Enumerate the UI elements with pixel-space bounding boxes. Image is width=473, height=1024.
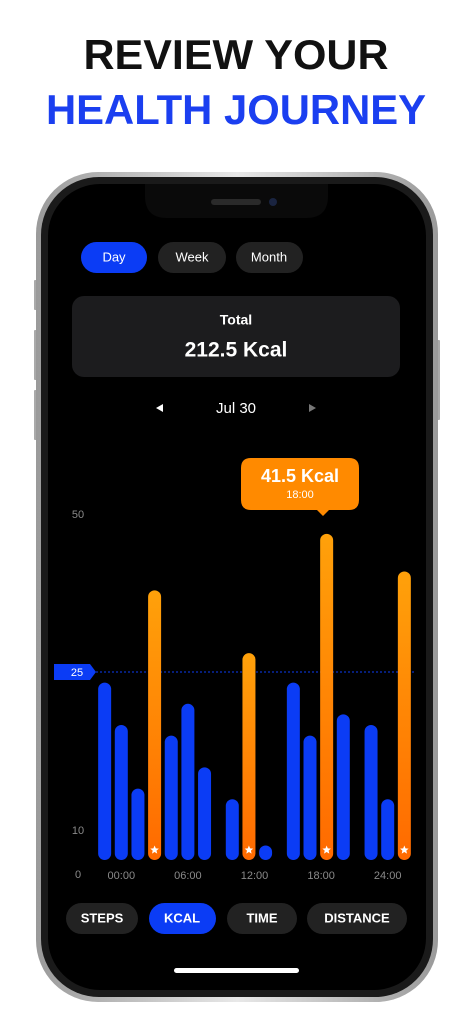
bar (259, 845, 273, 860)
tab-label[interactable]: TIME (246, 910, 277, 925)
y-tick-label: 0 (75, 869, 81, 881)
bar (397, 571, 411, 860)
y-tick-label: 10 (72, 825, 84, 837)
period-tabs: Day Week Month (81, 242, 303, 273)
tab-label[interactable]: KCAL (164, 910, 200, 925)
summary-value: 212.5 Kcal (185, 339, 288, 362)
bar (336, 714, 350, 860)
bar (303, 735, 317, 860)
summary-card (72, 296, 400, 377)
bar (225, 799, 239, 860)
prev-arrow[interactable] (156, 404, 163, 412)
tab-label[interactable]: Day (102, 249, 126, 264)
tab-label[interactable]: Month (251, 249, 287, 264)
tooltip-value: 41.5 Kcal (261, 466, 339, 486)
tab[interactable] (149, 903, 216, 934)
tab[interactable] (158, 242, 226, 273)
bar (198, 767, 212, 860)
tab-label[interactable]: STEPS (81, 910, 124, 925)
x-tick-label: 06:00 (174, 870, 202, 882)
bar (114, 725, 128, 860)
tab[interactable] (236, 242, 303, 273)
headline: HEALTH JOURNEY (46, 86, 426, 133)
bar-star (244, 845, 254, 854)
tab[interactable] (307, 903, 407, 934)
bar (181, 703, 195, 860)
bar (148, 590, 162, 860)
next-arrow[interactable] (309, 404, 316, 412)
reference-badge (54, 664, 96, 680)
bar (381, 799, 395, 860)
bar-star (150, 845, 159, 854)
y-tick-label: 25 (71, 667, 83, 679)
tab[interactable] (66, 903, 138, 934)
tooltip-time: 18:00 (286, 489, 314, 501)
x-tick-label: 12:00 (241, 870, 269, 882)
bar (364, 725, 378, 860)
bar (242, 653, 256, 860)
bar-star (400, 845, 409, 854)
bar (98, 682, 112, 860)
headline: REVIEW YOUR (84, 31, 389, 78)
tab-label[interactable]: DISTANCE (324, 910, 390, 925)
chart: 0 10 25 50 00:00 06:00 12:00 18:00 24:00 (54, 509, 416, 882)
x-tick-label: 24:00 (374, 870, 402, 882)
x-tick-label: 00:00 (108, 870, 136, 882)
metric-tabs: STEPS KCAL TIME DISTANCE (66, 903, 407, 934)
x-tick-label: 18:00 (307, 870, 335, 882)
bar (164, 735, 178, 860)
summary-label: Total (220, 312, 252, 328)
bar (286, 682, 300, 860)
tab[interactable] (81, 242, 147, 273)
tooltip: 41.5 Kcal 18:00 (241, 458, 359, 516)
date: Jul 30 (216, 400, 256, 417)
y-tick-label: 50 (72, 509, 84, 521)
bar-star (322, 845, 331, 854)
bar (131, 788, 145, 860)
tab[interactable] (227, 903, 297, 934)
tab-label[interactable]: Week (176, 249, 209, 264)
home-indicator (174, 968, 299, 973)
bar (320, 533, 334, 860)
